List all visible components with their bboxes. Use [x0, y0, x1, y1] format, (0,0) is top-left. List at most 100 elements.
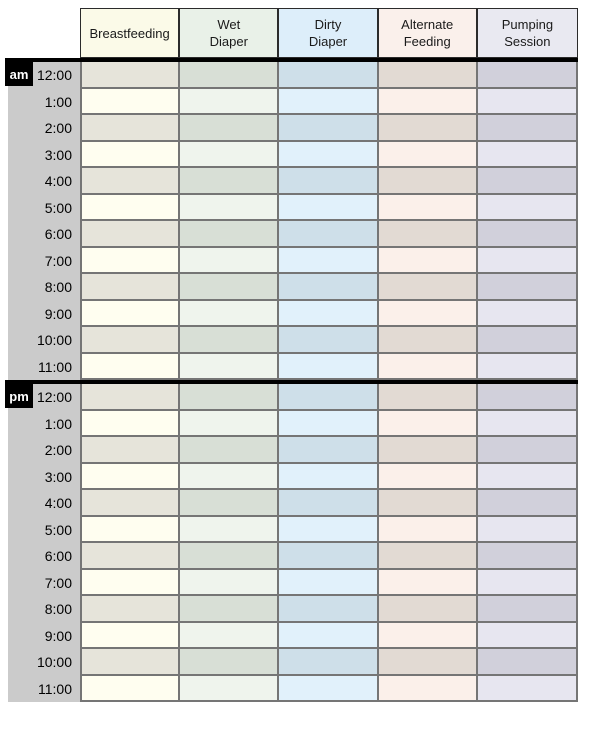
entry-cell-breastfeeding[interactable] — [80, 327, 180, 354]
entry-cell-pumping-session[interactable] — [478, 88, 578, 115]
entry-cell-pumping-session[interactable] — [478, 675, 578, 702]
entry-cell-alternate-feeding[interactable] — [378, 300, 479, 327]
entry-cell-alternate-feeding[interactable] — [378, 168, 479, 195]
entry-cell-dirty-diaper[interactable] — [279, 437, 379, 464]
entry-cell-breastfeeding[interactable] — [80, 516, 180, 543]
entry-cell-alternate-feeding[interactable] — [378, 247, 479, 274]
entry-cell-dirty-diaper[interactable] — [279, 274, 379, 301]
entry-cell-dirty-diaper[interactable] — [279, 543, 379, 570]
entry-cell-pumping-session[interactable] — [478, 516, 578, 543]
entry-cell-alternate-feeding[interactable] — [378, 516, 479, 543]
entry-cell-pumping-session[interactable] — [478, 490, 578, 517]
entry-cell-alternate-feeding[interactable] — [378, 353, 479, 380]
entry-cell-dirty-diaper[interactable] — [279, 569, 379, 596]
entry-cell-breastfeeding[interactable] — [80, 194, 180, 221]
entry-cell-dirty-diaper[interactable] — [279, 115, 379, 142]
entry-cell-dirty-diaper[interactable] — [279, 88, 379, 115]
entry-cell-alternate-feeding[interactable] — [378, 141, 479, 168]
entry-cell-breastfeeding[interactable] — [80, 168, 180, 195]
entry-cell-breastfeeding[interactable] — [80, 569, 180, 596]
entry-cell-breastfeeding[interactable] — [80, 543, 180, 570]
entry-cell-alternate-feeding[interactable] — [378, 463, 479, 490]
entry-cell-alternate-feeding[interactable] — [378, 410, 479, 437]
entry-cell-breastfeeding[interactable] — [80, 221, 180, 248]
entry-cell-pumping-session[interactable] — [478, 141, 578, 168]
entry-cell-dirty-diaper[interactable] — [279, 327, 379, 354]
entry-cell-breastfeeding[interactable] — [80, 62, 180, 89]
entry-cell-wet-diaper[interactable] — [179, 168, 280, 195]
entry-cell-dirty-diaper[interactable] — [279, 384, 379, 411]
entry-cell-dirty-diaper[interactable] — [279, 300, 379, 327]
entry-cell-wet-diaper[interactable] — [179, 221, 280, 248]
entry-cell-wet-diaper[interactable] — [179, 675, 280, 702]
entry-cell-pumping-session[interactable] — [478, 622, 578, 649]
entry-cell-dirty-diaper[interactable] — [279, 62, 379, 89]
entry-cell-dirty-diaper[interactable] — [279, 649, 379, 676]
entry-cell-dirty-diaper[interactable] — [279, 168, 379, 195]
entry-cell-breastfeeding[interactable] — [80, 88, 180, 115]
entry-cell-breastfeeding[interactable] — [80, 596, 180, 623]
entry-cell-pumping-session[interactable] — [478, 168, 578, 195]
entry-cell-alternate-feeding[interactable] — [378, 437, 479, 464]
entry-cell-alternate-feeding[interactable] — [378, 327, 479, 354]
entry-cell-alternate-feeding[interactable] — [378, 274, 479, 301]
entry-cell-wet-diaper[interactable] — [179, 141, 280, 168]
entry-cell-pumping-session[interactable] — [478, 384, 578, 411]
entry-cell-alternate-feeding[interactable] — [378, 543, 479, 570]
entry-cell-breastfeeding[interactable] — [80, 410, 180, 437]
entry-cell-breastfeeding[interactable] — [80, 463, 180, 490]
entry-cell-pumping-session[interactable] — [478, 353, 578, 380]
entry-cell-wet-diaper[interactable] — [179, 300, 280, 327]
entry-cell-dirty-diaper[interactable] — [279, 141, 379, 168]
entry-cell-pumping-session[interactable] — [478, 221, 578, 248]
entry-cell-dirty-diaper[interactable] — [279, 490, 379, 517]
entry-cell-pumping-session[interactable] — [478, 437, 578, 464]
entry-cell-breastfeeding[interactable] — [80, 141, 180, 168]
entry-cell-breastfeeding[interactable] — [80, 437, 180, 464]
entry-cell-alternate-feeding[interactable] — [378, 88, 479, 115]
entry-cell-pumping-session[interactable] — [478, 543, 578, 570]
entry-cell-dirty-diaper[interactable] — [279, 194, 379, 221]
entry-cell-pumping-session[interactable] — [478, 300, 578, 327]
entry-cell-wet-diaper[interactable] — [179, 490, 280, 517]
entry-cell-alternate-feeding[interactable] — [378, 384, 479, 411]
entry-cell-pumping-session[interactable] — [478, 410, 578, 437]
entry-cell-dirty-diaper[interactable] — [279, 622, 379, 649]
entry-cell-wet-diaper[interactable] — [179, 543, 280, 570]
entry-cell-alternate-feeding[interactable] — [378, 115, 479, 142]
entry-cell-dirty-diaper[interactable] — [279, 516, 379, 543]
entry-cell-breastfeeding[interactable] — [80, 115, 180, 142]
entry-cell-dirty-diaper[interactable] — [279, 410, 379, 437]
entry-cell-alternate-feeding[interactable] — [378, 675, 479, 702]
entry-cell-alternate-feeding[interactable] — [378, 62, 479, 89]
entry-cell-breastfeeding[interactable] — [80, 384, 180, 411]
entry-cell-wet-diaper[interactable] — [179, 437, 280, 464]
entry-cell-breastfeeding[interactable] — [80, 247, 180, 274]
entry-cell-alternate-feeding[interactable] — [378, 490, 479, 517]
entry-cell-dirty-diaper[interactable] — [279, 675, 379, 702]
entry-cell-wet-diaper[interactable] — [179, 194, 280, 221]
entry-cell-breastfeeding[interactable] — [80, 300, 180, 327]
entry-cell-breastfeeding[interactable] — [80, 274, 180, 301]
entry-cell-alternate-feeding[interactable] — [378, 569, 479, 596]
entry-cell-alternate-feeding[interactable] — [378, 622, 479, 649]
entry-cell-pumping-session[interactable] — [478, 327, 578, 354]
entry-cell-pumping-session[interactable] — [478, 649, 578, 676]
entry-cell-alternate-feeding[interactable] — [378, 596, 479, 623]
entry-cell-pumping-session[interactable] — [478, 596, 578, 623]
entry-cell-breastfeeding[interactable] — [80, 675, 180, 702]
entry-cell-wet-diaper[interactable] — [179, 115, 280, 142]
entry-cell-wet-diaper[interactable] — [179, 622, 280, 649]
entry-cell-wet-diaper[interactable] — [179, 62, 280, 89]
entry-cell-wet-diaper[interactable] — [179, 88, 280, 115]
entry-cell-wet-diaper[interactable] — [179, 384, 280, 411]
entry-cell-alternate-feeding[interactable] — [378, 649, 479, 676]
entry-cell-dirty-diaper[interactable] — [279, 247, 379, 274]
entry-cell-pumping-session[interactable] — [478, 247, 578, 274]
entry-cell-wet-diaper[interactable] — [179, 327, 280, 354]
entry-cell-dirty-diaper[interactable] — [279, 463, 379, 490]
entry-cell-dirty-diaper[interactable] — [279, 353, 379, 380]
entry-cell-breastfeeding[interactable] — [80, 490, 180, 517]
entry-cell-wet-diaper[interactable] — [179, 410, 280, 437]
entry-cell-wet-diaper[interactable] — [179, 649, 280, 676]
